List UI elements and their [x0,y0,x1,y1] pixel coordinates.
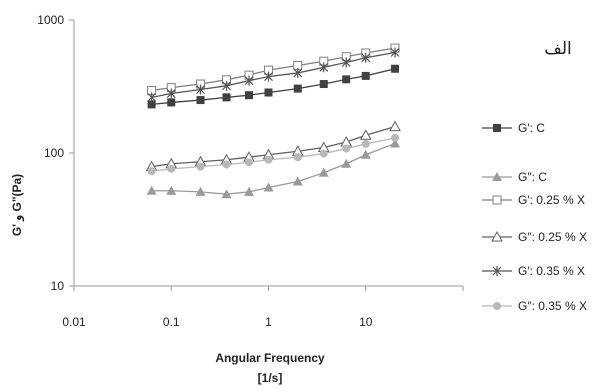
tick-labels: 10 100 1000 0.01 0.1 1 10 [37,13,372,329]
data-point [390,138,401,148]
data-point [196,162,205,171]
panel-label: الف [544,39,572,59]
series-line [151,142,396,195]
data-point [244,75,254,86]
x-axis-title-line1: Angular Frequency [215,351,325,365]
data-point [292,176,303,186]
legend-marker [492,266,502,276]
data-point [222,80,231,91]
data-point [196,96,205,105]
legend: G′: C G″: C G′: 0.25 % X G″: 0.25 % X G′: 0.… [482,121,587,313]
data-point [389,120,401,132]
data-point [264,71,273,82]
x-tick-label: 10 [359,315,373,329]
series-5 [147,133,400,176]
y-tick-label: 1000 [37,13,64,27]
x-tick-label: 0.1 [163,315,180,329]
data-point [361,71,370,80]
data-point [342,144,351,153]
data-point [293,84,302,93]
data-point [147,92,157,103]
data-point [319,62,329,73]
data-point [341,158,352,168]
legend-label: G″: 0.35 % X [518,299,587,313]
legend-label: G′: C [518,121,545,135]
legend-item: G″: 0.35 % X [482,299,587,313]
data-point [391,133,400,142]
series-line [151,51,396,99]
data-point [222,93,231,102]
legend-item: G′: 0.25 % X [482,193,585,207]
legend-label: G″: 0.25 % X [518,230,587,244]
series-2 [147,43,400,96]
data-point [167,164,176,173]
y-tick-label: 100 [44,146,64,160]
data-point [147,100,156,109]
legend-item: G″: 0.25 % X [482,230,587,244]
data-point [342,75,351,84]
series-0 [147,64,400,109]
series-3 [145,120,401,172]
data-point [196,84,205,95]
y-tick-label: 10 [51,279,65,293]
data-point [146,185,157,195]
legend-marker [493,124,501,132]
data-point [263,182,274,192]
data-point [341,57,351,68]
legend-marker [492,172,502,181]
data-point [195,186,206,196]
data-point [319,149,328,158]
data-point [391,64,400,73]
legend-item: G″: C [482,170,547,184]
data-point [221,189,232,199]
data-point [319,80,328,89]
x-tick-label: 0.01 [62,315,86,329]
data-point [360,149,371,159]
data-point [264,155,273,164]
legend-item: G′: 0.35 % X [482,264,585,278]
series-line [151,125,396,168]
x-axis-title-line2: [1/s] [258,371,283,385]
data-point [167,98,176,107]
data-point [361,139,370,148]
legend-item: G′: C [482,121,545,135]
data-point [166,185,177,195]
legend-marker [493,302,501,310]
series-line [151,68,396,106]
legend-label: G′: 0.35 % X [518,264,585,278]
data-point [244,158,253,167]
axes [69,19,464,291]
data-point [359,129,372,140]
series-4 [147,47,400,103]
data-point [166,88,176,99]
data-point [244,91,253,100]
series-layer [145,43,401,199]
data-point [264,88,273,97]
series-line [151,47,396,92]
legend-marker [491,230,503,242]
legend-marker [492,195,502,205]
legend-label: G′: 0.25 % X [518,193,585,207]
series-1 [146,138,401,199]
data-point [147,167,156,176]
data-point [361,52,371,63]
data-point [390,47,400,58]
data-point [293,67,303,78]
data-point [243,186,254,196]
y-axis-title: G' و G"(Pa) [10,174,25,236]
data-point [222,160,231,169]
data-point [293,153,302,162]
legend-label: G″: C [518,170,547,184]
data-point [318,167,329,177]
x-tick-label: 1 [265,315,272,329]
